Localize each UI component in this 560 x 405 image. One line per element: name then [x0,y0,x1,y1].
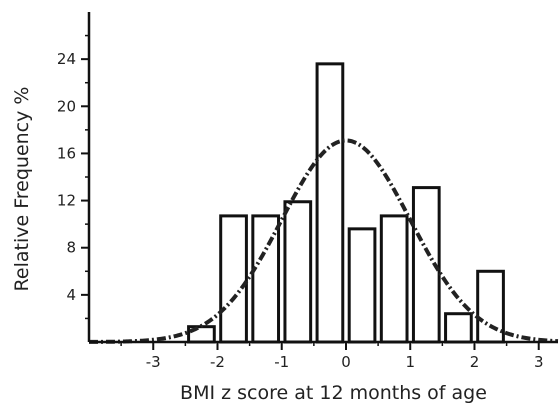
x-tick-label: -3 [146,353,161,371]
histogram-bars [187,62,505,344]
x-tick-label: 1 [405,353,415,371]
histogram-bar-7 [379,214,409,344]
histogram-bar-5 [315,62,345,344]
x-tick-label: -2 [210,353,225,371]
x-tick-label: 2 [470,353,480,371]
y-tick-label: 16 [57,144,76,162]
y-axis-title: Relative Frequency % [11,87,33,292]
histogram-bar-2 [219,214,248,344]
y-tick-label: 8 [66,239,76,257]
x-tick-label: 3 [534,353,544,371]
histogram-bar-9 [444,312,473,344]
x-tick-label: -1 [274,353,289,371]
histogram-bar-10 [476,269,505,344]
y-tick-label: 20 [57,97,76,115]
normal-curve [89,138,559,344]
x-tick-label: 0 [341,353,351,371]
y-tick-label: 24 [57,50,76,68]
histogram-bar-4 [283,200,313,344]
x-axis-title: BMI z score at 12 months of age [180,382,487,404]
y-tick-label: 12 [57,192,76,210]
histogram-bar-3 [251,214,281,344]
histogram-bar-6 [347,227,377,344]
y-tick-label: 4 [66,286,76,304]
